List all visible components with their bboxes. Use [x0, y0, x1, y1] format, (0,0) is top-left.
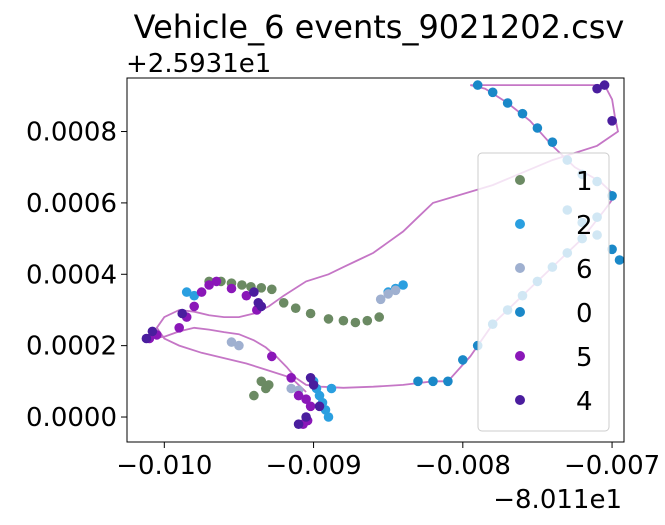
- data-point: [614, 255, 625, 265]
- data-point: [177, 308, 187, 319]
- x-tick-label: −0.009: [265, 451, 361, 481]
- y-tick-label: 0.0008: [26, 118, 117, 148]
- data-point: [532, 123, 543, 133]
- data-point: [607, 191, 617, 201]
- series-1: [204, 276, 385, 401]
- data-point: [487, 87, 498, 98]
- data-point: [350, 317, 361, 328]
- y-tick-label: 0.0006: [26, 189, 117, 219]
- data-point: [189, 290, 199, 301]
- legend-marker: [515, 219, 525, 229]
- data-point: [204, 280, 214, 290]
- legend-label: 5: [576, 343, 593, 373]
- y-axis-ticks: 0.0000 0.0002 0.0004 0.0006 0.0008: [26, 118, 127, 433]
- series-5: [144, 276, 316, 430]
- legend-marker: [515, 351, 525, 361]
- data-point: [174, 323, 184, 333]
- data-point: [443, 376, 453, 387]
- data-point: [249, 287, 259, 297]
- data-point: [264, 380, 274, 390]
- y-tick-label: 0.0002: [26, 332, 117, 362]
- data-point: [181, 287, 192, 297]
- data-point: [362, 315, 373, 326]
- data-point: [502, 98, 513, 108]
- data-point: [267, 284, 277, 295]
- data-point: [314, 401, 325, 412]
- legend-label: 4: [576, 387, 593, 417]
- trajectory-path: [146, 84, 620, 393]
- data-point: [237, 280, 247, 290]
- data-point: [592, 83, 602, 94]
- data-point: [599, 80, 610, 90]
- data-point: [428, 376, 438, 387]
- legend-marker: [515, 307, 525, 317]
- data-point: [607, 116, 617, 126]
- axes-frame: [126, 77, 625, 443]
- data-point: [390, 285, 401, 296]
- data-point: [323, 412, 334, 422]
- data-point: [278, 298, 289, 308]
- x-tick-label: −0.010: [116, 451, 212, 481]
- y-axis-offset-label: +2.5931e1: [126, 49, 271, 79]
- legend-label: 2: [576, 211, 593, 241]
- data-point: [338, 315, 349, 326]
- data-point: [141, 333, 152, 344]
- data-point: [305, 401, 316, 412]
- data-point: [301, 412, 311, 422]
- legend-marker: [515, 175, 525, 185]
- chart-title: Vehicle_6 events_9021202.csv: [134, 8, 625, 46]
- legend-marker: [515, 263, 525, 273]
- data-point: [286, 383, 297, 394]
- data-point: [326, 383, 337, 394]
- x-tick-label: −0.008: [415, 451, 511, 481]
- data-point: [189, 301, 199, 312]
- data-point: [293, 390, 304, 401]
- series-4: [141, 80, 617, 430]
- legend-label: 0: [576, 299, 593, 329]
- data-point: [226, 337, 237, 347]
- data-point: [211, 276, 222, 287]
- data-point: [413, 376, 423, 387]
- data-point: [293, 419, 304, 430]
- y-tick-label: 0.0004: [26, 260, 117, 290]
- data-point: [196, 287, 207, 297]
- data-point: [458, 355, 468, 365]
- series-2: [181, 280, 408, 422]
- data-point: [607, 244, 617, 255]
- legend-label: 6: [576, 255, 593, 285]
- data-point: [398, 280, 408, 290]
- data-point: [147, 326, 158, 337]
- data-point: [226, 283, 237, 294]
- x-axis-ticks: −0.010 −0.009 −0.008 −0.007: [116, 442, 660, 481]
- y-tick-label: 0.0000: [26, 403, 117, 433]
- data-point: [375, 294, 386, 305]
- legend-box: [477, 152, 610, 432]
- data-point: [323, 314, 334, 324]
- data-point: [305, 373, 316, 383]
- data-point: [256, 376, 267, 387]
- data-point: [234, 340, 244, 351]
- data-point: [249, 390, 259, 401]
- data-point: [256, 301, 267, 312]
- trajectory-line: [146, 84, 620, 393]
- data-point: [267, 351, 277, 362]
- data-point: [290, 303, 301, 314]
- legend-marker: [515, 395, 525, 405]
- data-point: [256, 283, 267, 293]
- data-point: [286, 373, 297, 383]
- data-point: [517, 108, 528, 119]
- legend-label: 1: [576, 167, 593, 197]
- x-axis-offset-label: −8.011e1: [493, 485, 622, 515]
- data-point: [374, 312, 385, 322]
- data-point: [383, 289, 394, 299]
- data-point: [301, 394, 311, 405]
- data-point: [305, 308, 316, 319]
- data-point: [241, 290, 252, 301]
- data-point: [472, 80, 483, 90]
- x-tick-label: −0.007: [564, 451, 660, 481]
- data-point: [547, 137, 558, 147]
